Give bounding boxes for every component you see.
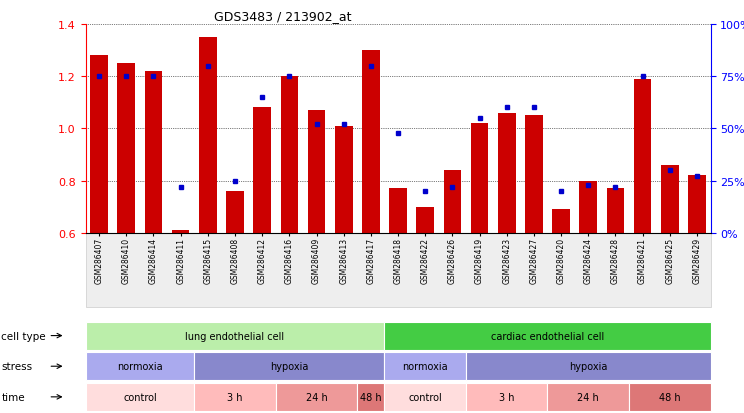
Text: GDS3483 / 213902_at: GDS3483 / 213902_at (214, 10, 351, 23)
Bar (443, 171, 461, 233)
Bar (417, 207, 434, 233)
Bar (90, 56, 108, 233)
Text: 24 h: 24 h (577, 392, 599, 402)
Text: normoxia: normoxia (403, 361, 448, 371)
Bar (362, 51, 379, 233)
Text: cardiac endothelial cell: cardiac endothelial cell (491, 331, 604, 341)
Bar (254, 108, 271, 233)
Bar (580, 181, 597, 233)
Bar (389, 189, 407, 233)
Bar (525, 116, 542, 233)
Text: stress: stress (1, 361, 33, 371)
Bar (498, 114, 516, 233)
Text: control: control (123, 392, 157, 402)
Text: cell type: cell type (1, 331, 46, 341)
Bar (144, 72, 162, 233)
Bar (661, 166, 679, 233)
Text: 3 h: 3 h (227, 392, 243, 402)
Text: hypoxia: hypoxia (270, 361, 309, 371)
Bar (280, 77, 298, 233)
Bar (335, 126, 353, 233)
Text: 24 h: 24 h (306, 392, 327, 402)
Text: time: time (1, 392, 25, 402)
Text: control: control (408, 392, 442, 402)
Bar (471, 124, 488, 233)
Text: lung endothelial cell: lung endothelial cell (185, 331, 284, 341)
Bar (688, 176, 706, 233)
Text: 48 h: 48 h (360, 392, 382, 402)
Bar (118, 64, 135, 233)
Text: 48 h: 48 h (659, 392, 681, 402)
Bar (634, 80, 652, 233)
Bar (606, 189, 624, 233)
Bar (226, 192, 244, 233)
Text: hypoxia: hypoxia (569, 361, 607, 371)
Bar (199, 38, 217, 233)
Bar (308, 111, 325, 233)
Bar (552, 210, 570, 233)
Text: 3 h: 3 h (499, 392, 515, 402)
Bar (172, 231, 190, 233)
Text: normoxia: normoxia (117, 361, 163, 371)
